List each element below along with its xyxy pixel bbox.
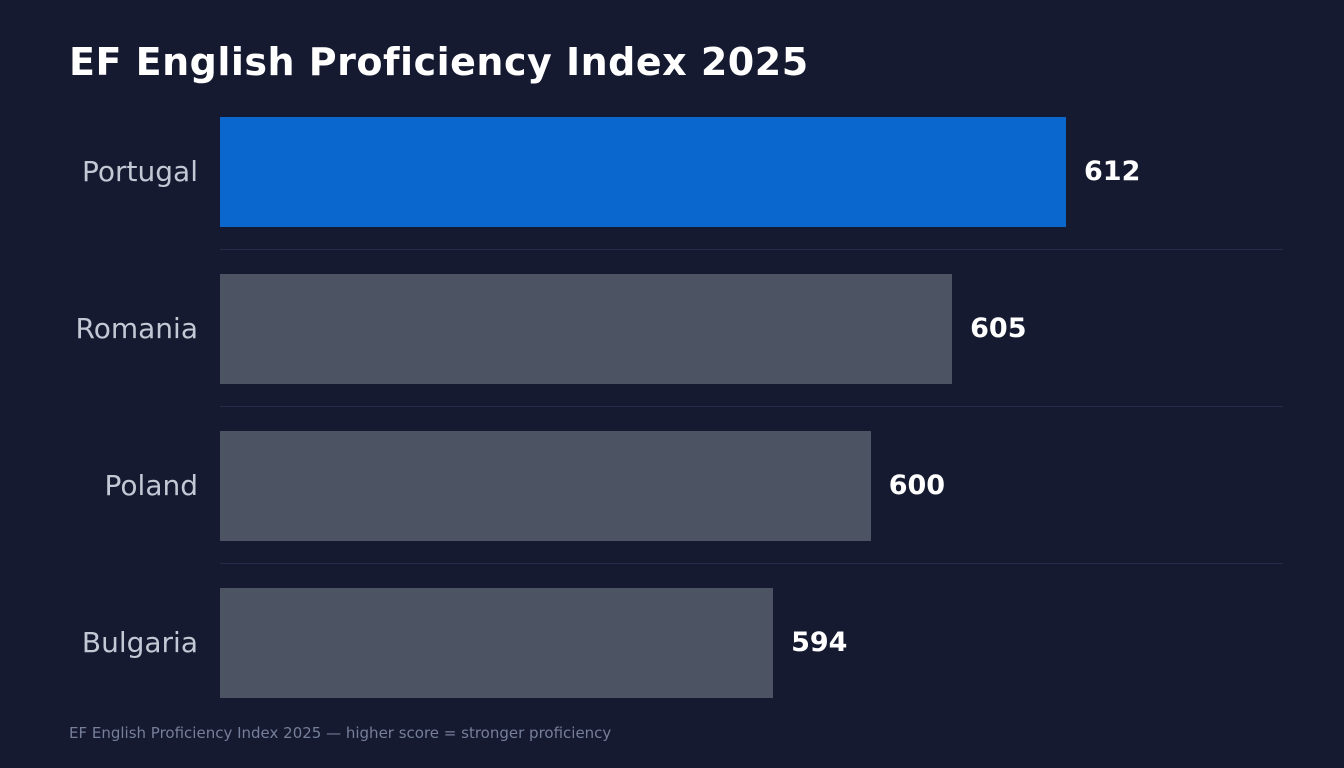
bar bbox=[220, 273, 953, 384]
bar-track: 594 bbox=[220, 587, 1066, 698]
value-label: 594 bbox=[791, 627, 848, 658]
category-label: Romania bbox=[75, 312, 198, 345]
chart-title: EF English Proficiency Index 2025 bbox=[69, 40, 809, 84]
footer-caption: EF English Proficiency Index 2025 — high… bbox=[69, 724, 612, 742]
row-divider bbox=[220, 406, 1283, 407]
value-label: 612 bbox=[1084, 156, 1141, 187]
category-label: Bulgaria bbox=[81, 626, 198, 659]
bar bbox=[220, 587, 774, 698]
bar-track: 600 bbox=[220, 430, 1066, 541]
bar bbox=[220, 116, 1066, 227]
row-divider bbox=[220, 563, 1283, 564]
value-label: 600 bbox=[888, 470, 946, 501]
row-divider bbox=[220, 249, 1283, 250]
chart-rows: Portugal 612 Romania 605 Poland 600 Bulg… bbox=[0, 93, 1283, 721]
chart-row: Portugal 612 bbox=[0, 93, 1283, 250]
chart-row: Bulgaria 594 bbox=[0, 564, 1283, 721]
bar-track: 605 bbox=[220, 273, 1066, 384]
bar-track: 612 bbox=[220, 116, 1140, 227]
chart-row: Romania 605 bbox=[0, 250, 1283, 407]
category-label: Portugal bbox=[82, 155, 198, 188]
category-label: Poland bbox=[104, 469, 198, 502]
bar bbox=[220, 430, 871, 541]
chart-row: Poland 600 bbox=[0, 407, 1283, 564]
value-label: 605 bbox=[970, 313, 1027, 344]
